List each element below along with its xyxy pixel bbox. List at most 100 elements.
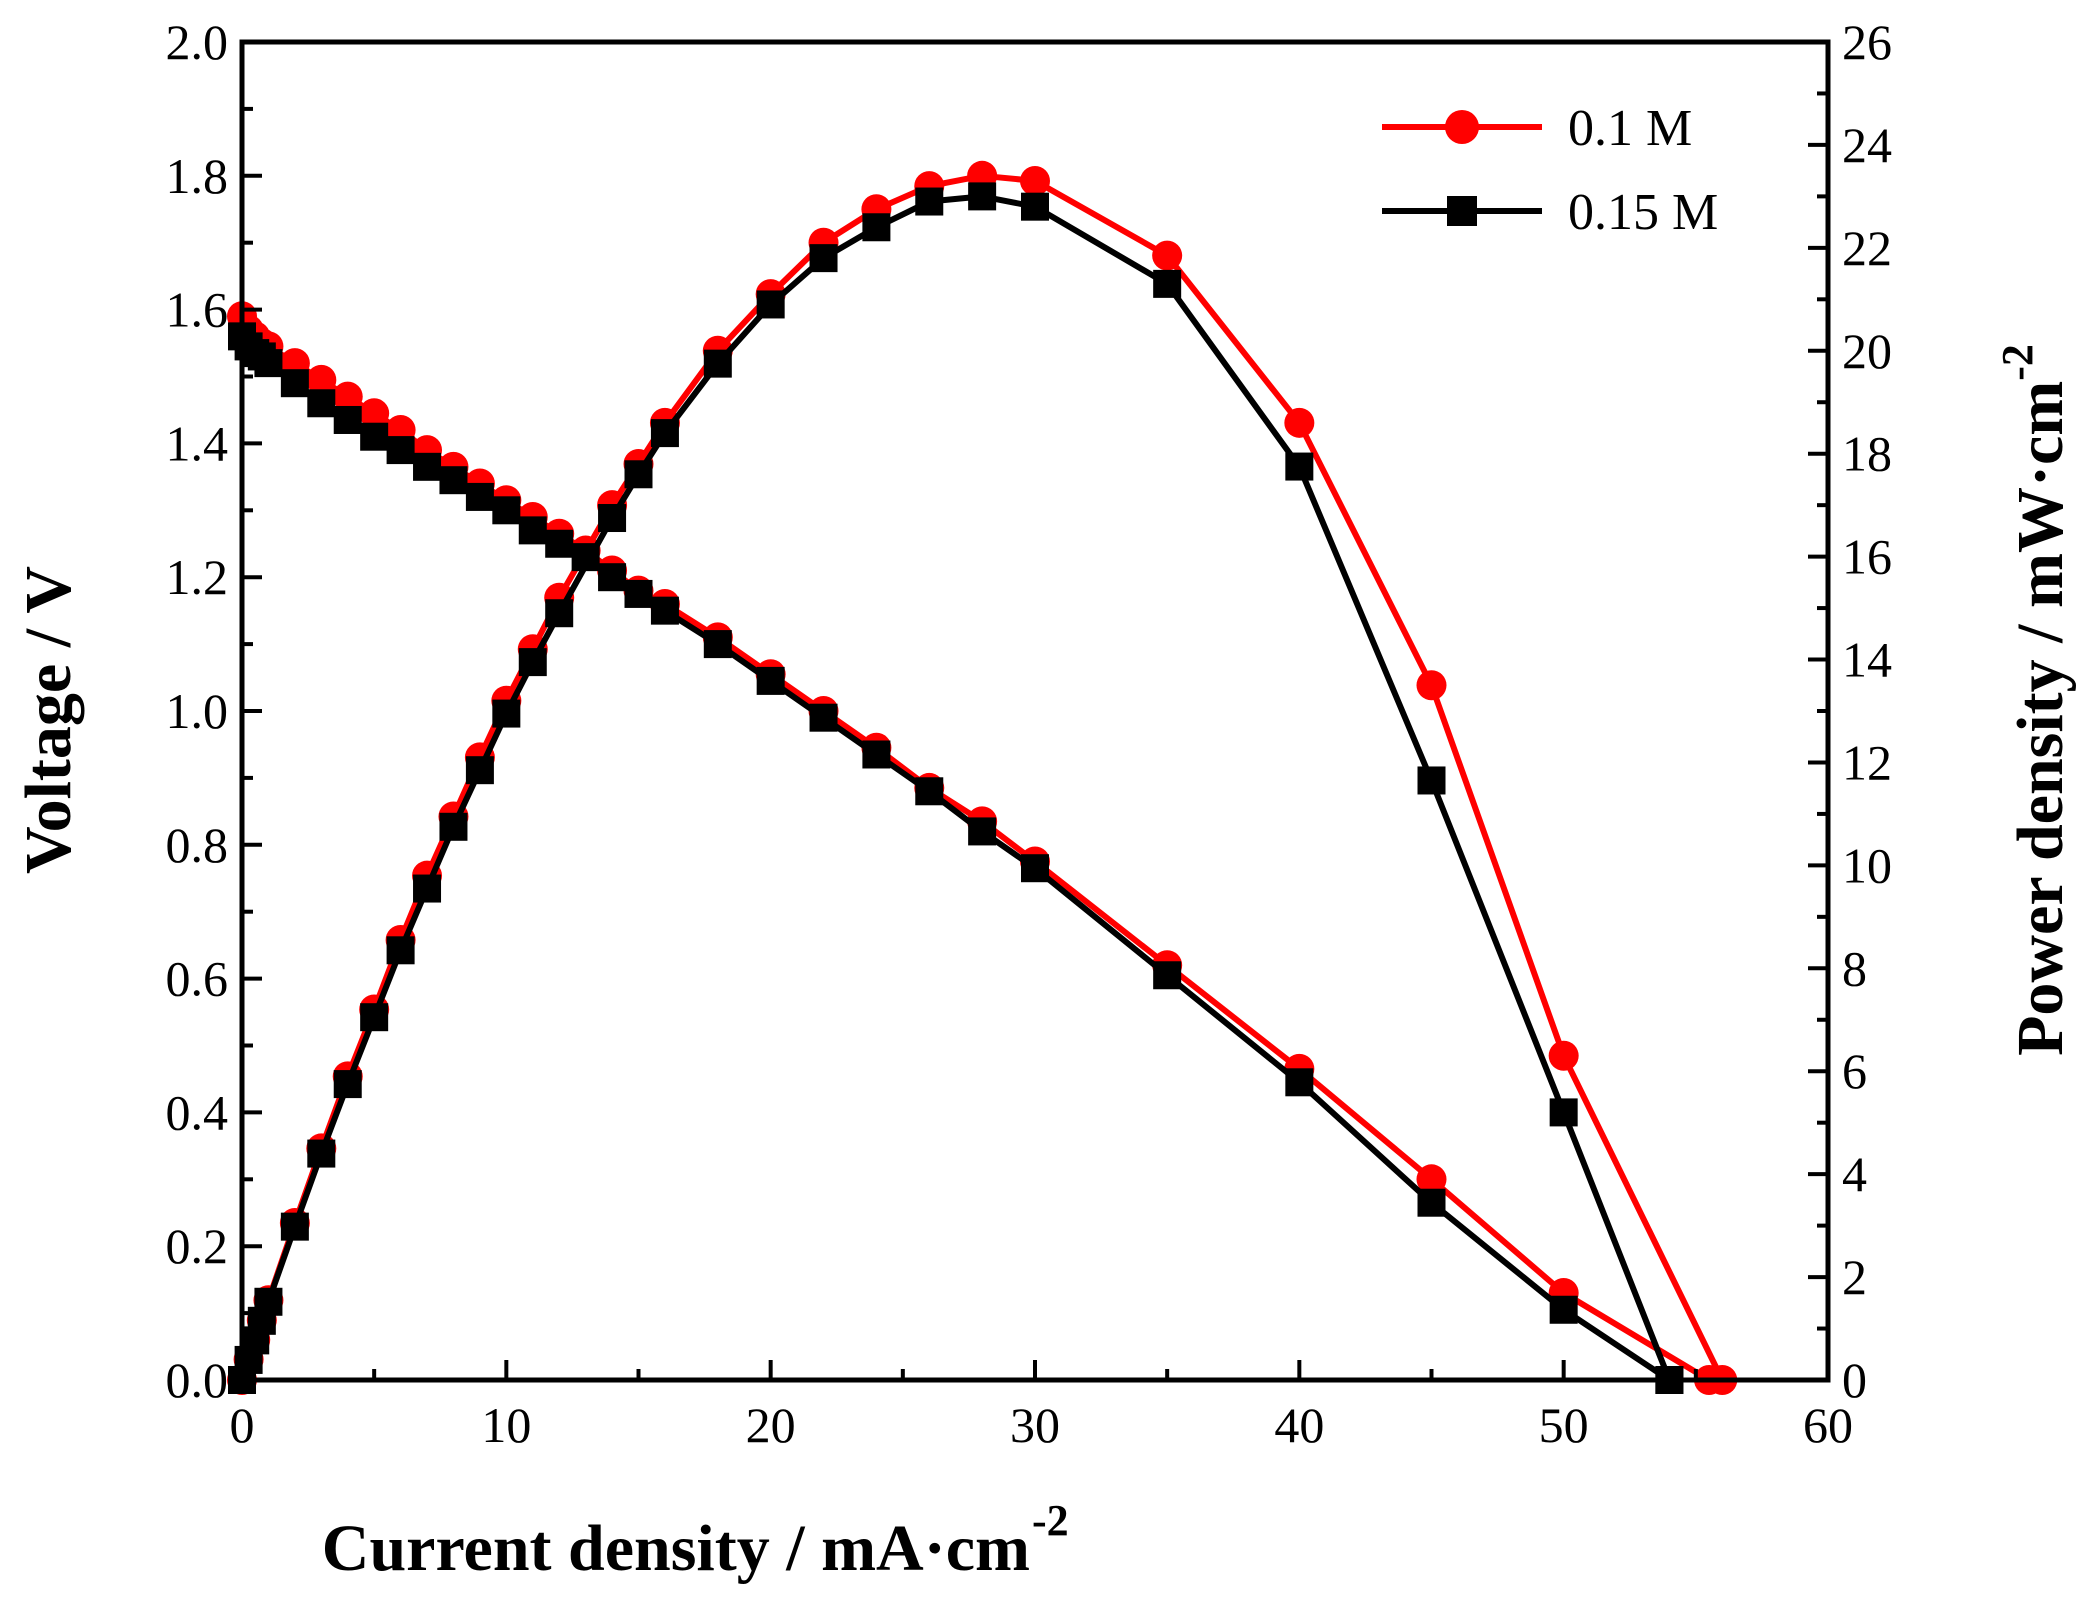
y-right-tick-label: 18 [1842, 426, 1892, 482]
legend-series-2-marker [1447, 196, 1477, 226]
series-2-voltage-point [439, 466, 468, 495]
series-2-power-point [624, 460, 653, 489]
series-2-voltage-point [1549, 1295, 1578, 1324]
series-2-voltage-point [624, 579, 653, 608]
legend-series-1-marker [1445, 110, 1479, 144]
x-tick-label: 10 [481, 1397, 531, 1453]
series-2-voltage-point [650, 596, 679, 625]
series-2-power-point [360, 1003, 389, 1032]
series-2-voltage-point [809, 703, 838, 732]
series-2-voltage-point [386, 436, 415, 465]
y-right-tick-label: 0 [1842, 1352, 1867, 1408]
series-2-power-point [809, 244, 838, 273]
plot-area [227, 160, 1738, 1395]
legend-series-1-label: 0.1 M [1568, 100, 1692, 157]
legend: 0.1 M 0.15 M [1382, 100, 1718, 241]
y-left-tick-label: 1.0 [166, 683, 229, 739]
series-2-voltage-point [915, 777, 944, 806]
series-2-power-point [307, 1139, 336, 1168]
series-2-voltage-point [1285, 1068, 1314, 1097]
series-2-voltage-point [518, 516, 547, 545]
series-2-power-point [1021, 192, 1049, 221]
series-2-voltage-point [1417, 1188, 1446, 1217]
y-left-tick-label: 0.4 [166, 1084, 229, 1140]
y-left-tick-label: 0.8 [166, 817, 229, 873]
series-2-power-point [598, 504, 627, 533]
y-right-axis-title-superscript: -2 [1993, 344, 2042, 381]
series-1-power-line [239, 172, 1725, 1382]
y-right-tick-label: 26 [1842, 14, 1892, 70]
y-right-tick-label: 24 [1842, 117, 1892, 173]
series-1-voltage-point [359, 398, 390, 429]
x-axis-title: Current density / mA·cm [322, 1512, 1030, 1585]
series-2-power-point [703, 349, 732, 378]
series-1-power-point [1284, 407, 1315, 438]
y-left-tick-label: 1.8 [166, 148, 229, 204]
series-2-power-point [465, 756, 494, 785]
series-2-voltage-point [1021, 854, 1049, 883]
x-tick-label: 50 [1539, 1397, 1589, 1453]
series-1-voltage-point [306, 364, 337, 395]
y-right-tick-label: 10 [1842, 837, 1892, 893]
y-right-axis-title: Power density / mW·cm-2 [1993, 344, 2077, 1056]
series-2-power-point [280, 1212, 309, 1241]
series-2-voltage-point [307, 389, 336, 418]
series-2-voltage-point [492, 496, 521, 525]
series-2-power-point [545, 599, 574, 628]
series-2-power-point [968, 182, 997, 211]
y-left-tick-label: 1.2 [166, 549, 229, 605]
series-2-voltage-point [465, 482, 494, 511]
series-2-voltage-point [280, 369, 309, 398]
x-tick-label: 60 [1803, 1397, 1853, 1453]
series-1-power-point [1152, 240, 1183, 271]
y-right-tick-label: 2 [1842, 1249, 1867, 1305]
series-2-power-point [333, 1070, 362, 1099]
series-2-power-point [254, 1287, 283, 1316]
series-2-power-point [518, 648, 547, 677]
y-left-tick-label: 1.4 [166, 415, 229, 471]
series-2-voltage-point [756, 666, 785, 695]
y-right-tick-label: 14 [1842, 632, 1892, 688]
series-2-voltage-point [545, 529, 574, 558]
series-1-voltage-point [1416, 1164, 1447, 1195]
y-right-tick-label: 6 [1842, 1043, 1867, 1099]
axes: 0 10 20 30 40 50 600.00.20.40.60.81.01.21.41.6… [166, 14, 1893, 1453]
series-2-power-point [413, 874, 442, 903]
series-2-power-point [1153, 269, 1182, 298]
legend-series-2-label: 0.15 M [1568, 184, 1718, 241]
series-2-voltage-point [360, 422, 389, 451]
series-1-power-point [1548, 1040, 1579, 1071]
series-2-voltage-point [862, 740, 891, 769]
series-2-voltage-point [333, 405, 362, 434]
series-2-power-point [492, 699, 521, 728]
series-2-power-point [1285, 452, 1314, 481]
series-2-power-point [439, 812, 468, 841]
x-tick-label: 20 [746, 1397, 796, 1453]
y-right-tick-label: 22 [1842, 220, 1892, 276]
series-2-power-point [862, 213, 891, 242]
series-2-power-point [756, 290, 785, 319]
x-axis-title-superscript: -2 [1032, 1496, 1069, 1545]
x-tick-label: 30 [1010, 1397, 1060, 1453]
y-right-tick-label: 4 [1842, 1146, 1867, 1202]
series-2-voltage-point [968, 817, 997, 846]
series-2-voltage-point [1153, 961, 1182, 990]
y-right-tick-label: 8 [1842, 940, 1867, 996]
series-2-voltage-point [254, 349, 283, 378]
y-right-tick-label: 16 [1842, 529, 1892, 585]
x-tick-label: 0 [230, 1397, 255, 1453]
series-2-power-point [1549, 1098, 1578, 1127]
series-2-power-point [1417, 766, 1446, 795]
series-2-power-point [915, 187, 944, 216]
y-left-tick-label: 0.2 [166, 1218, 229, 1274]
series-2-voltage-point [598, 563, 627, 592]
y-left-axis-title: Voltage / V [12, 566, 85, 874]
series-1-voltage-point [332, 381, 363, 412]
series-2-power-point [386, 936, 415, 965]
series-1-power-point [1020, 165, 1050, 196]
y-left-tick-label: 0.0 [166, 1352, 229, 1408]
x-tick-label: 40 [1274, 1397, 1324, 1453]
series-2-voltage-point [413, 452, 442, 481]
y-right-tick-label: 20 [1842, 323, 1892, 379]
